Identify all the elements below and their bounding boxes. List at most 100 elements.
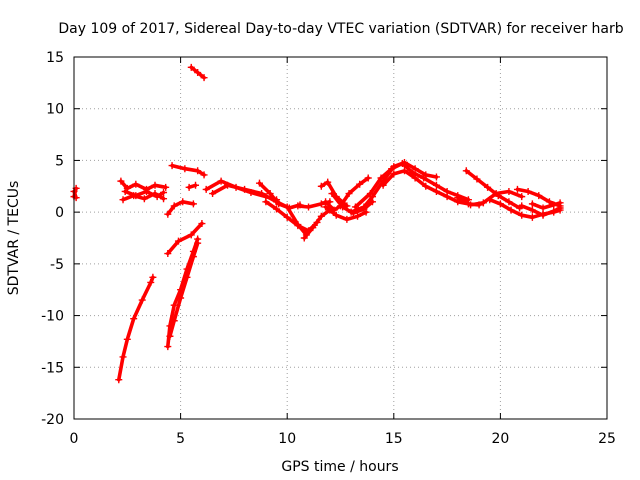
data-point xyxy=(119,353,127,361)
data-point xyxy=(539,204,547,212)
data-point xyxy=(266,190,274,198)
data-point xyxy=(422,182,430,190)
data-point xyxy=(467,201,475,209)
data-point xyxy=(123,335,131,343)
data-point xyxy=(432,173,440,181)
data-point xyxy=(187,231,195,239)
y-tick-label: 10 xyxy=(46,102,64,118)
data-point xyxy=(119,196,127,204)
data-series-group xyxy=(70,63,564,384)
data-point xyxy=(209,190,217,198)
data-point xyxy=(194,239,202,247)
data-point xyxy=(258,190,266,198)
data-point xyxy=(535,192,543,200)
data-point xyxy=(345,190,353,198)
data-point xyxy=(194,167,202,175)
data-series-arc-20 xyxy=(322,203,370,223)
data-series-arc-19 xyxy=(300,206,334,242)
data-point xyxy=(479,199,487,207)
data-point xyxy=(187,63,195,71)
data-point xyxy=(513,185,521,193)
data-point xyxy=(379,181,387,189)
data-point xyxy=(224,181,232,189)
data-series-arc-23 xyxy=(317,178,351,210)
data-point xyxy=(275,200,283,208)
data-series-arc-31 xyxy=(518,202,564,219)
x-tick-label: 5 xyxy=(176,431,185,447)
data-point xyxy=(132,192,140,200)
data-point xyxy=(170,317,178,325)
series-line xyxy=(168,241,200,339)
data-point xyxy=(181,165,189,173)
series-line xyxy=(302,208,332,240)
y-axis-label: SDTVAR / TECUs xyxy=(6,181,22,296)
data-point xyxy=(294,202,302,210)
series-line xyxy=(166,200,196,216)
data-point xyxy=(432,187,440,195)
plot-frame xyxy=(73,56,608,420)
data-point xyxy=(317,182,325,190)
data-point xyxy=(142,187,150,195)
data-point xyxy=(539,211,547,219)
series-line xyxy=(530,201,562,210)
data-point xyxy=(507,206,515,214)
data-point xyxy=(130,315,138,323)
series-line xyxy=(381,169,481,207)
data-point xyxy=(322,198,330,206)
x-tick-label: 25 xyxy=(598,431,616,447)
data-point xyxy=(166,332,174,340)
data-point xyxy=(528,213,536,221)
y-tick-label: -5 xyxy=(50,257,64,273)
data-point xyxy=(200,171,208,179)
data-point xyxy=(170,202,178,210)
data-point xyxy=(202,185,210,193)
data-point xyxy=(505,198,513,206)
data-point xyxy=(398,160,406,168)
data-point xyxy=(115,376,123,384)
data-point xyxy=(330,206,338,214)
series-line xyxy=(166,221,204,256)
y-tick-label: -15 xyxy=(41,360,64,376)
data-series-arc-08 xyxy=(166,239,202,340)
data-point xyxy=(454,194,462,202)
data-point xyxy=(332,193,340,201)
data-point xyxy=(164,250,172,258)
data-point xyxy=(217,177,225,185)
data-point xyxy=(162,183,170,191)
data-point xyxy=(494,192,502,200)
x-tick-label: 20 xyxy=(491,431,509,447)
data-point xyxy=(185,183,193,191)
data-point xyxy=(324,178,332,186)
y-tick-label: 15 xyxy=(46,50,64,66)
data-point xyxy=(360,203,368,211)
data-point xyxy=(189,200,197,208)
data-series-arc-03 xyxy=(115,273,157,384)
data-point xyxy=(486,196,494,204)
data-series-arc-13 xyxy=(185,181,200,191)
data-point xyxy=(198,220,206,228)
data-point xyxy=(317,200,325,208)
data-point xyxy=(170,301,178,309)
data-point xyxy=(183,273,191,281)
series-line xyxy=(323,176,371,212)
data-point xyxy=(305,203,313,211)
data-point xyxy=(177,294,185,302)
data-series-arc-32 xyxy=(528,199,564,212)
data-point xyxy=(200,74,208,82)
y-tick-label: -20 xyxy=(41,412,64,428)
x-tick-label: 15 xyxy=(385,431,403,447)
chart-title: Day 109 of 2017, Sidereal Day-to-day VTE… xyxy=(58,21,623,37)
data-point xyxy=(388,165,396,173)
data-point xyxy=(285,204,293,212)
data-point xyxy=(528,200,536,208)
series-line xyxy=(210,183,309,237)
y-axis: -20 -15 -10 -5 0 5 10 15 xyxy=(41,50,607,428)
data-series-arc-09 xyxy=(164,220,206,258)
data-point xyxy=(179,198,187,206)
data-point xyxy=(241,185,249,193)
series-line xyxy=(464,169,522,210)
data-series-arc-10 xyxy=(164,198,197,218)
y-tick-label: -10 xyxy=(41,309,64,325)
data-point xyxy=(121,187,129,195)
data-point xyxy=(117,177,125,185)
